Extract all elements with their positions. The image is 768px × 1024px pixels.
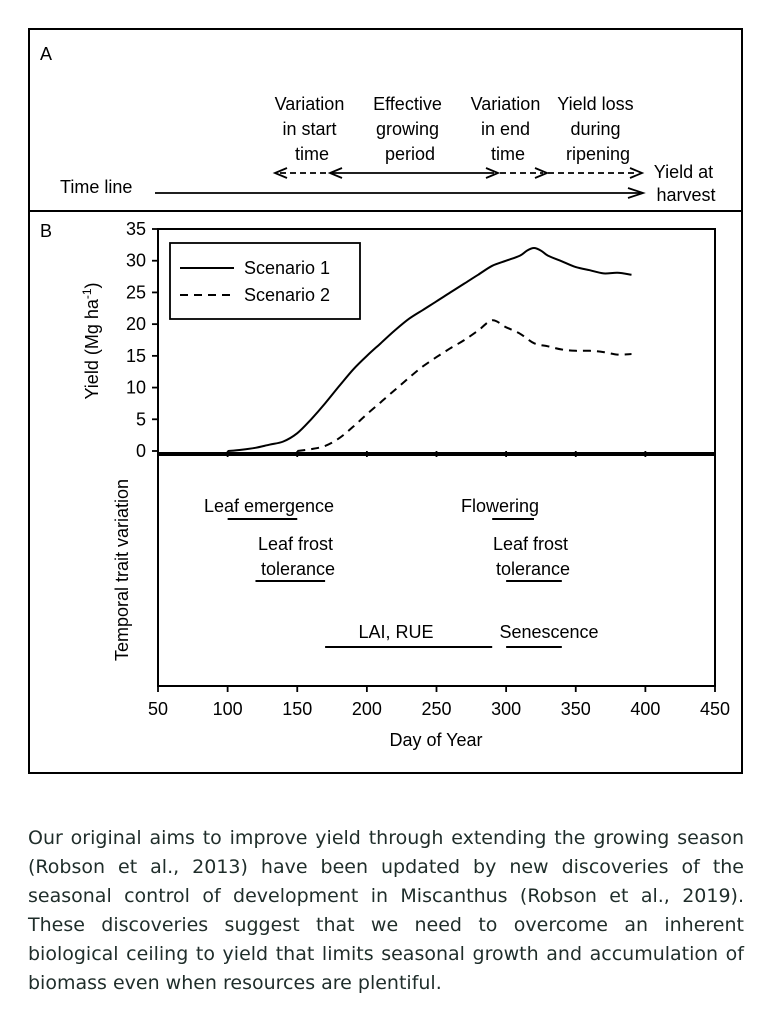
trait-label-leaf-emergence: Leaf emergence [204, 496, 334, 516]
x-tick-label: 400 [630, 699, 660, 719]
timeline-label: Time line [60, 177, 132, 197]
x-tick-label: 100 [213, 699, 243, 719]
trait-label-leaf-frost-tolerance-early: Leaf frost tolerance [258, 534, 338, 579]
y-axis-ticks: 0 5 10 15 20 25 30 35 [126, 219, 158, 461]
phase-end-variation: Variation in end time [471, 94, 546, 164]
series-scenario-1-line [227, 246, 632, 452]
panel-a-label: A [40, 44, 52, 64]
start-variation-arrowhead [272, 167, 288, 179]
trait-plot-area [157, 454, 716, 687]
figure-frame [28, 28, 743, 774]
x-axis-label: Day of Year [389, 730, 482, 750]
panel-b-label: B [40, 221, 52, 241]
temporal-axis-label: Temporal trait variation [112, 479, 132, 661]
legend: Scenario 1 Scenario 2 [169, 242, 361, 320]
series-scenario-2-line [297, 319, 632, 452]
x-axis-ticks: 50 100 150 200 250 300 350 400 450 [148, 451, 730, 719]
phase-growing-period: Effective growing period [373, 94, 447, 164]
trait-label-senescence: Senescence [499, 622, 598, 642]
y-axis-label: Yield (Mg ha-1) [80, 282, 102, 399]
trait-bars [227, 518, 562, 648]
trait-label-lai-rue: LAI, RUE [358, 622, 433, 642]
x-tick-label: 250 [421, 699, 451, 719]
caption-paragraph: Our original aims to improve yield throu… [28, 827, 744, 994]
x-tick-label: 50 [148, 699, 168, 719]
x-tick-label: 450 [700, 699, 730, 719]
growing-period-arrowhead-left [327, 167, 343, 179]
y-tick-label: 10 [126, 378, 146, 398]
y-tick-label: 5 [136, 409, 146, 429]
growing-period-arrowhead-right [485, 167, 501, 179]
trait-label-flowering: Flowering [461, 496, 539, 516]
y-tick-label: 15 [126, 346, 146, 366]
trait-label-leaf-frost-tolerance-late: Leaf frost tolerance [493, 534, 573, 579]
y-tick-label: 20 [126, 314, 146, 334]
panel-b: B Yield (Mg ha-1) Temporal trait variati… [40, 219, 730, 750]
legend-scenario-1-label: Scenario 1 [244, 258, 330, 278]
figure: A Time line Variation in start time Effe… [28, 28, 743, 774]
x-tick-label: 200 [352, 699, 382, 719]
x-tick-label: 150 [282, 699, 312, 719]
y-tick-label: 25 [126, 282, 146, 302]
legend-box [169, 242, 361, 320]
x-tick-label: 350 [561, 699, 591, 719]
phase-start-variation: Variation in start time [275, 94, 350, 164]
panel-a: A Time line Variation in start time Effe… [40, 44, 718, 205]
phase-ripening-loss: Yield loss during ripening [557, 94, 638, 164]
phase-harvest: Yield at harvest [654, 162, 718, 205]
y-tick-label: 30 [126, 251, 146, 271]
timeline-arrowhead [627, 187, 646, 199]
legend-scenario-2-label: Scenario 2 [244, 285, 330, 305]
ripening-loss-arrowhead [629, 167, 645, 179]
y-tick-label: 35 [126, 219, 146, 239]
x-tick-label: 300 [491, 699, 521, 719]
y-tick-label: 0 [136, 441, 146, 461]
end-variation-arrowhead [534, 167, 550, 179]
